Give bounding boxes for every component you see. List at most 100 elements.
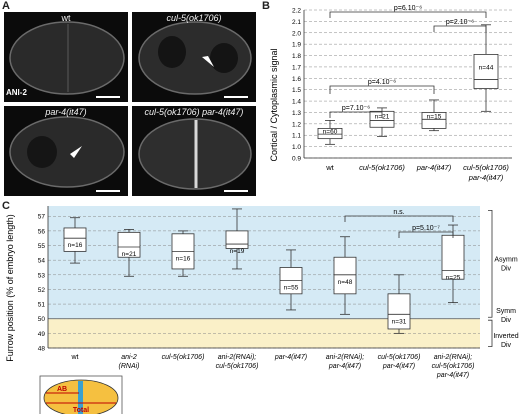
chart-b-comparisons: p=6.10⁻⁶ p=2.10⁻⁶ p=4.10⁻⁶ p=7.10⁻⁶ bbox=[329, 5, 487, 118]
stain-label: ANI-2 bbox=[6, 88, 27, 97]
micrograph-par4: par-4(it47) bbox=[4, 106, 128, 196]
micrograph-label: par-4(it47) bbox=[45, 107, 87, 117]
n-label: n=25 bbox=[446, 274, 461, 281]
p-value-label: p=6.10⁻⁶ bbox=[394, 5, 422, 12]
category-label: par-4(it47) bbox=[436, 372, 469, 379]
chart-b: Cortical / Cytoplasmic signal 0.9 1.0 1.1 1… bbox=[269, 5, 512, 182]
zone-label: Inverted bbox=[493, 333, 518, 340]
comparison-bracket bbox=[329, 85, 435, 94]
micrograph-wt: wt ANI-2 bbox=[4, 12, 128, 102]
embryo-image bbox=[138, 118, 252, 190]
inset-total-label: Total bbox=[73, 407, 89, 414]
tick-label: 1.3 bbox=[292, 110, 301, 117]
tick-label: 51 bbox=[38, 302, 46, 309]
n-label: n=31 bbox=[392, 318, 407, 325]
zone-label: Div bbox=[501, 317, 512, 324]
comparison-bracket bbox=[433, 25, 487, 32]
p-value-label: p=2.10⁻⁶ bbox=[446, 19, 474, 26]
category-label: wt bbox=[325, 163, 334, 172]
tick-label: 2.2 bbox=[292, 8, 301, 15]
n-label: n=44 bbox=[479, 64, 494, 71]
p-value-label: p=5.10⁻⁷ bbox=[412, 225, 440, 232]
scale-bar bbox=[224, 96, 248, 98]
tick-label: 1.8 bbox=[292, 53, 301, 60]
chart-b-boxes: n=60wtn=21cul-5(ok1706)n=15par-4(it47)n=… bbox=[317, 24, 509, 182]
p-value-label: n.s. bbox=[393, 209, 404, 216]
box bbox=[473, 54, 499, 89]
comparison-bracket bbox=[398, 231, 454, 238]
scale-bar bbox=[96, 190, 120, 192]
tick-label: 2.0 bbox=[292, 30, 301, 37]
embryo-image bbox=[138, 21, 252, 95]
n-label: n=48 bbox=[338, 279, 353, 286]
chart-c-boxes: n=16 wt n=21 ani-2 (RNAi) n=16 cul-5(ok1706) n=… bbox=[63, 208, 475, 379]
tick-label: 1.4 bbox=[292, 99, 301, 106]
embryo-image bbox=[9, 21, 125, 95]
chart-b-ylabel: Cortical / Cytoplasmic signal bbox=[269, 48, 279, 161]
category-label: par-4(it47) bbox=[274, 354, 307, 361]
tick-label: 2.1 bbox=[292, 19, 301, 26]
category-label: par-4(it47) bbox=[328, 363, 361, 370]
tick-label: 52 bbox=[38, 287, 46, 294]
category-label: ani-2(RNAi); bbox=[434, 354, 473, 361]
panel-a-letter: A bbox=[2, 0, 10, 12]
category-label: (RNAi) bbox=[119, 363, 140, 370]
comparison-bracket bbox=[329, 111, 383, 118]
panel-b-letter: B bbox=[262, 0, 270, 12]
box bbox=[441, 234, 465, 280]
tick-label: 1.9 bbox=[292, 42, 301, 49]
category-label: ani-2(RNAi); bbox=[218, 354, 257, 361]
category-label: cul-5(ok1706) bbox=[378, 354, 421, 361]
box bbox=[369, 110, 395, 128]
tick-label: 56 bbox=[38, 228, 46, 235]
box bbox=[333, 256, 357, 295]
inset-ab-label: AB bbox=[57, 386, 67, 393]
zone-label: Asymm bbox=[494, 257, 518, 264]
box bbox=[225, 230, 249, 249]
category-label: cul-5(ok1706) bbox=[359, 163, 405, 172]
category-label: par-4(it47) bbox=[416, 163, 452, 172]
tick-label: 48 bbox=[38, 346, 46, 353]
asymmetric-zone bbox=[48, 206, 480, 319]
box bbox=[317, 127, 343, 140]
zone-label: Div bbox=[501, 342, 512, 349]
micrograph-cul5: cul-5(ok1706) bbox=[132, 12, 256, 102]
arrowhead-icon bbox=[70, 146, 82, 158]
box bbox=[387, 293, 411, 330]
category-label: cul-5(ok1706) bbox=[216, 363, 259, 370]
n-label: n=55 bbox=[284, 285, 299, 292]
n-label: n=60 bbox=[323, 129, 338, 136]
tick-label: 1.1 bbox=[292, 133, 301, 140]
micrograph-label: wt bbox=[61, 13, 71, 23]
tick-label: 0.9 bbox=[292, 156, 301, 163]
tick-label: 49 bbox=[38, 331, 46, 338]
n-label: n=19 bbox=[230, 248, 245, 255]
micrograph-cul5-par4: cul-5(ok1706) par-4(it47) bbox=[132, 106, 256, 196]
embryo-inset: AB Total bbox=[39, 375, 123, 414]
comparison-bracket bbox=[329, 11, 487, 18]
embryo-image bbox=[9, 116, 125, 188]
tick-label: 50 bbox=[38, 316, 46, 323]
box bbox=[117, 231, 141, 258]
division-zone-labels: Asymm Div Symm Div Inverted Div bbox=[488, 209, 519, 349]
tick-label: 55 bbox=[38, 243, 46, 250]
category-label: cul-5(ok1706) bbox=[162, 354, 205, 361]
zone-label: Div bbox=[501, 266, 512, 273]
category-label: ani-2(RNAi); bbox=[326, 354, 365, 361]
tick-label: 1.0 bbox=[292, 144, 301, 151]
category-label: cul-5(ok1706) bbox=[463, 163, 509, 172]
tick-label: 57 bbox=[38, 214, 46, 221]
chart-c: Furrow position (% of embryo length) 48 4… bbox=[5, 206, 519, 414]
panel-c-letter: C bbox=[2, 200, 10, 212]
zone-bracket bbox=[488, 319, 493, 347]
chart-b-grid: 0.9 1.0 1.1 1.2 1.3 1.4 1.5 1.6 1.7 1.8 1.9 2.0 2.1 2… bbox=[292, 8, 512, 163]
category-label: par-4(it47) bbox=[382, 363, 415, 370]
n-label: n=16 bbox=[176, 255, 191, 262]
arrowhead-icon bbox=[202, 56, 214, 67]
category-label: cul-5(ok1706) bbox=[432, 363, 475, 370]
box bbox=[63, 227, 87, 252]
tick-label: 1.5 bbox=[292, 87, 301, 94]
n-label: n=21 bbox=[122, 251, 137, 258]
micrograph-label: cul-5(ok1706) par-4(it47) bbox=[144, 107, 244, 117]
scale-bar bbox=[224, 190, 248, 192]
